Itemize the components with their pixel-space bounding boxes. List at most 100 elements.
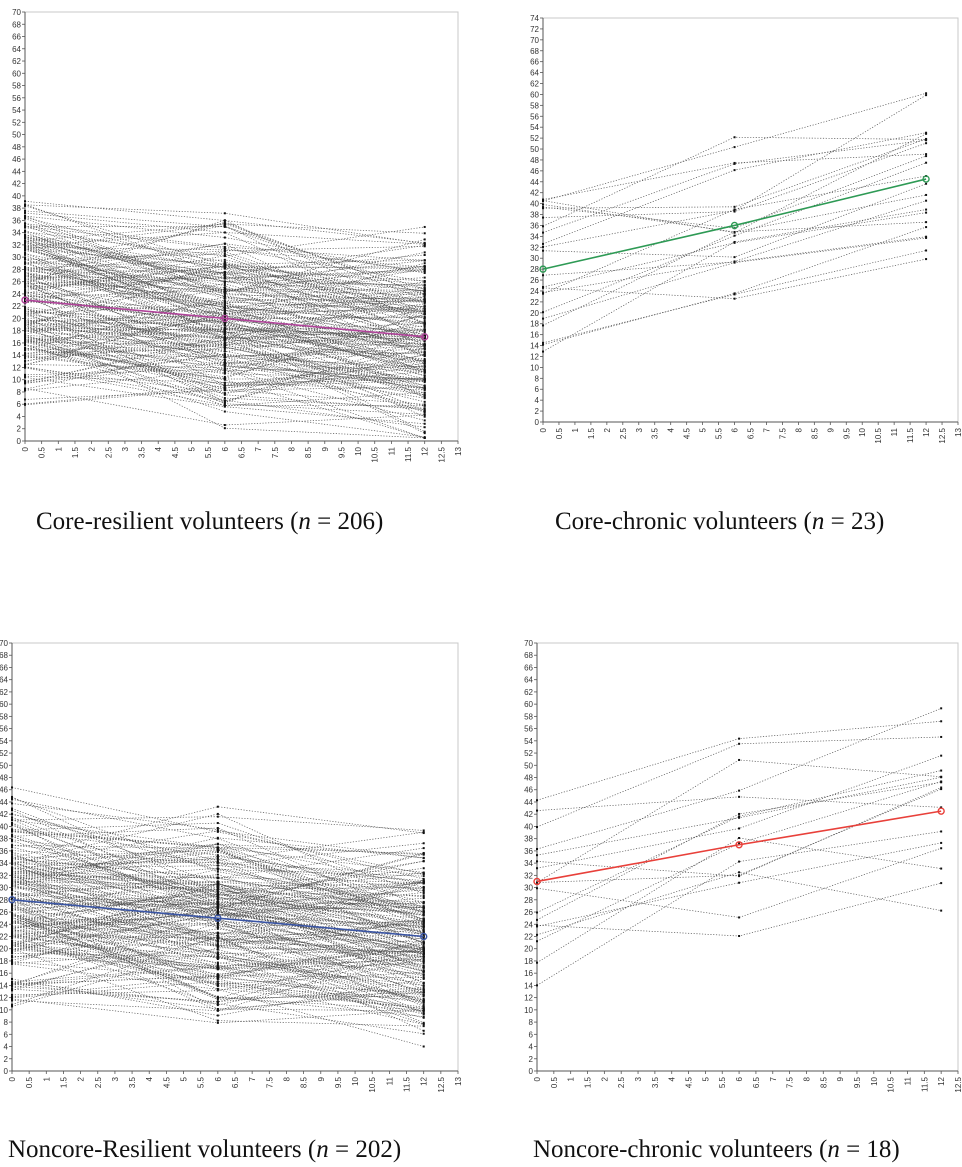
y-tick-label: 48 — [524, 774, 533, 783]
x-tick-label: 12 — [421, 446, 430, 455]
trajectory-point — [24, 272, 26, 275]
trajectory-line — [24, 262, 425, 346]
trajectory-point — [223, 327, 226, 330]
trajectory-line — [11, 883, 424, 949]
y-tick-label: 4 — [4, 1043, 9, 1052]
trajectory-line — [24, 340, 425, 391]
y-tick-label: 14 — [524, 981, 533, 990]
y-tick-label: 16 — [530, 331, 539, 340]
trajectory-point — [11, 881, 13, 884]
trajectory-point — [216, 877, 219, 880]
trajectory-point — [542, 216, 544, 219]
y-tick-label: 26 — [530, 276, 539, 285]
trajectory-point — [422, 1045, 425, 1048]
trajectory-point — [223, 266, 226, 269]
trajectory-point — [223, 247, 226, 250]
y-tick-label: 38 — [524, 835, 533, 844]
trajectory-point — [216, 826, 219, 829]
trajectory-point — [940, 720, 943, 723]
y-tick-label: 44 — [0, 798, 9, 807]
trajectory-line — [11, 874, 424, 912]
trajectory-point — [216, 846, 219, 849]
trajectory-line — [24, 243, 425, 280]
trajectory-point — [423, 259, 426, 262]
trajectory-point — [11, 904, 13, 907]
trajectory-line — [11, 929, 424, 979]
trajectory-point — [422, 913, 425, 916]
trajectory-point — [423, 353, 426, 356]
mean-point — [937, 807, 945, 815]
trajectory-point — [24, 262, 26, 265]
trajectory-line — [11, 857, 424, 920]
trajectory-point — [223, 389, 226, 392]
y-tick-label: 68 — [12, 20, 21, 29]
trajectory-line — [24, 315, 425, 355]
y-tick-label: 42 — [12, 180, 21, 189]
trajectory-line — [24, 347, 425, 389]
y-tick-label: 12 — [524, 994, 533, 1003]
x-tick-label: 6.5 — [231, 1076, 240, 1088]
trajectory-line — [11, 863, 424, 946]
trajectory-point — [24, 360, 26, 363]
trajectory-point — [11, 959, 13, 962]
trajectory-point — [423, 376, 426, 379]
trajectory-line — [24, 315, 425, 391]
trajectory-point — [422, 857, 425, 860]
trajectory-line — [24, 361, 425, 384]
trajectory-point — [423, 316, 426, 319]
y-tick-label: 6 — [535, 385, 540, 394]
trajectory-point — [423, 367, 426, 370]
trajectory-point — [423, 345, 426, 348]
trajectory-point — [24, 294, 26, 297]
trajectory-point — [422, 974, 425, 977]
trajectory-point — [536, 911, 538, 914]
trajectory-line — [11, 881, 424, 927]
trajectory-point — [24, 315, 26, 318]
trajectory-point — [423, 324, 426, 327]
trajectory-point — [542, 343, 544, 346]
trajectory-point — [24, 229, 26, 232]
caption-core-resilient: Core-resilient volunteers (n = 206) — [36, 508, 384, 535]
y-tick-label: 56 — [524, 725, 533, 734]
trajectory-point — [11, 1003, 13, 1006]
trajectory-point — [542, 324, 544, 327]
trajectory-point — [536, 809, 538, 812]
trajectory-point — [24, 349, 26, 352]
y-tick-label: 30 — [0, 884, 9, 893]
trajectory-line — [11, 806, 424, 859]
trajectory-point — [423, 358, 426, 361]
y-tick-label: 18 — [12, 327, 21, 336]
trajectory-point — [422, 852, 425, 855]
trajectory-point — [24, 217, 26, 220]
trajectory-point — [422, 879, 425, 882]
trajectory-point — [423, 426, 426, 429]
trajectory-line — [536, 781, 942, 921]
trajectory-point — [11, 823, 13, 826]
trajectory-point — [24, 290, 26, 293]
trajectory-point — [536, 925, 538, 928]
trajectory-line — [24, 329, 425, 391]
trajectory-point — [422, 947, 425, 950]
trajectory-point — [216, 1014, 219, 1017]
y-tick-label: 62 — [0, 688, 9, 697]
y-tick-label: 2 — [4, 1055, 9, 1064]
trajectory-point — [422, 920, 425, 923]
x-tick-label: 2 — [600, 1076, 609, 1081]
y-tick-label: 42 — [524, 810, 533, 819]
y-tick-label: 0 — [535, 418, 540, 427]
trajectory-point — [422, 1006, 425, 1009]
trajectory-point — [423, 283, 426, 286]
trajectory-point — [216, 856, 219, 859]
trajectory-point — [940, 735, 943, 738]
y-tick-label: 60 — [524, 700, 533, 709]
x-tick-label: 7.5 — [271, 446, 280, 458]
trajectory-point — [542, 291, 544, 294]
trajectory-point — [11, 857, 13, 860]
trajectory-point — [11, 922, 13, 925]
trajectory-point — [11, 930, 13, 933]
trajectory-point — [423, 296, 426, 299]
trajectory-point — [24, 341, 26, 344]
trajectory-point — [11, 927, 13, 930]
y-tick-label: 74 — [530, 14, 539, 23]
trajectory-point — [11, 951, 13, 954]
